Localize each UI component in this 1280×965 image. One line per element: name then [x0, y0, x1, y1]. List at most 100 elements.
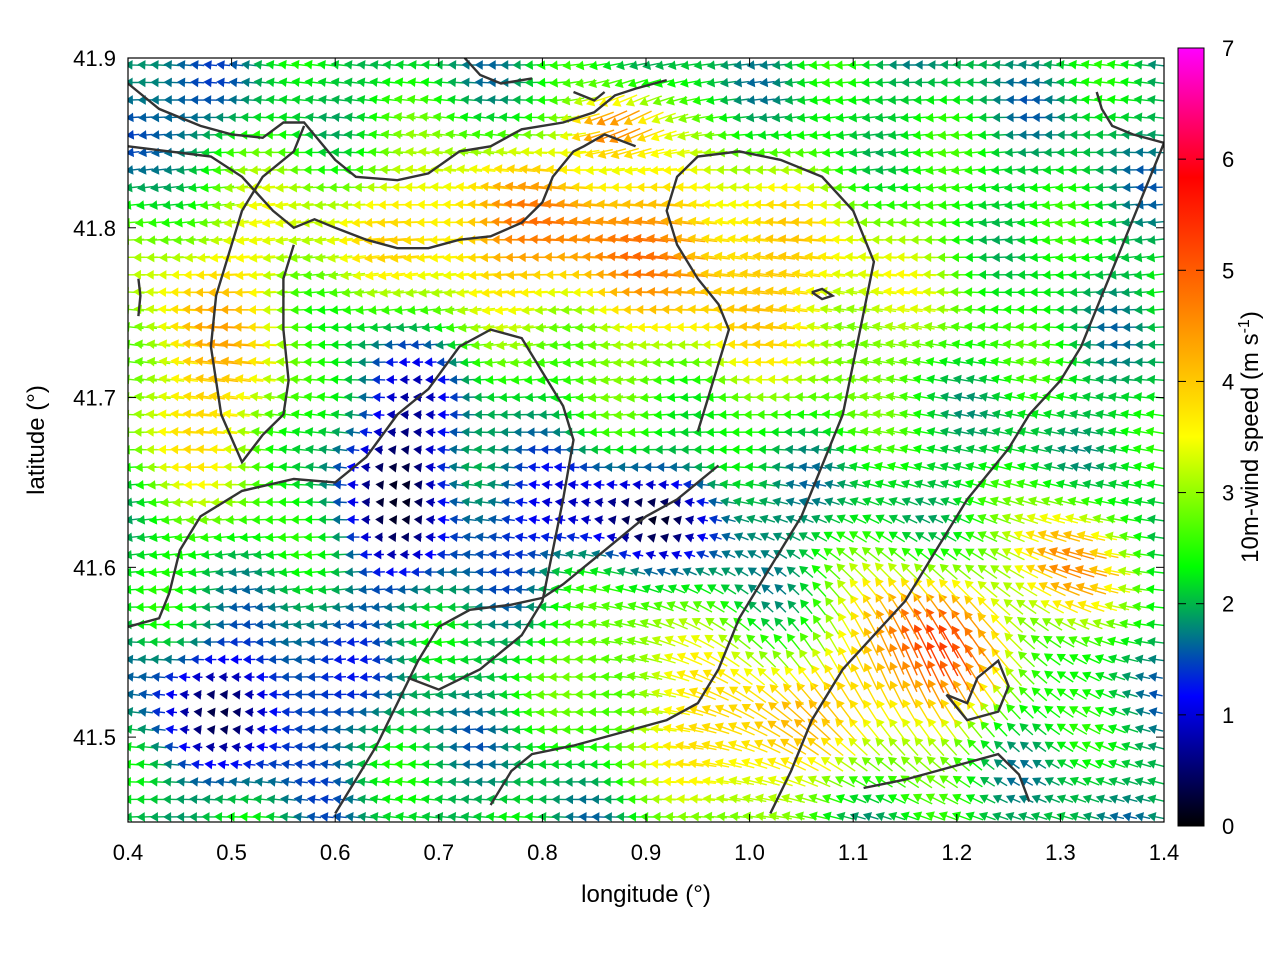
- wind-vector: [501, 532, 515, 543]
- wind-vector: [344, 742, 361, 752]
- wind-vector: [411, 357, 424, 368]
- wind-vector: [784, 666, 803, 688]
- wind-vector: [617, 462, 633, 472]
- wind-vector: [706, 77, 725, 88]
- wind-vector: [318, 602, 336, 612]
- wind-vector: [1147, 654, 1164, 665]
- wind-vector: [706, 479, 724, 490]
- wind-vector: [1069, 723, 1088, 735]
- wind-vector: [326, 235, 353, 246]
- wind-vector: [965, 548, 984, 561]
- wind-vector: [901, 563, 919, 581]
- wind-vector: [236, 200, 263, 211]
- wind-vector: [577, 549, 594, 560]
- wind-vector: [900, 793, 920, 805]
- wind-vector: [320, 672, 334, 682]
- wind-vector: [241, 584, 257, 595]
- wind-vector: [359, 672, 373, 682]
- wind-vector: [150, 95, 167, 105]
- wind-vector: [1109, 812, 1125, 822]
- x-tick-label: 0.7: [424, 840, 455, 865]
- wind-vector: [333, 637, 347, 647]
- wind-vector: [1109, 339, 1125, 350]
- wind-vector: [1134, 147, 1151, 158]
- wind-vector: [1121, 672, 1138, 682]
- wind-vector: [345, 532, 360, 542]
- wind-vector: [566, 532, 580, 543]
- wind-vector: [371, 672, 386, 682]
- wind-vector: [761, 601, 774, 613]
- colorbar-tick-label: 4: [1222, 369, 1234, 394]
- wind-vector: [1030, 427, 1048, 437]
- wind-vector: [357, 339, 375, 350]
- wind-vector: [305, 444, 323, 455]
- wind-vector: [713, 251, 743, 262]
- wind-vector: [158, 356, 185, 367]
- wind-vector: [1135, 182, 1150, 193]
- wind-vector: [1147, 759, 1164, 769]
- wind-vector: [667, 584, 686, 594]
- wind-vector: [1001, 530, 1025, 543]
- wind-vector: [554, 480, 566, 490]
- wind-vector: [306, 619, 322, 630]
- wind-vector: [733, 532, 749, 542]
- wind-vector: [1068, 374, 1088, 385]
- wind-vector: [979, 794, 996, 804]
- wind-vector: [978, 427, 996, 437]
- wind-vector: [591, 812, 607, 822]
- wind-vector: [899, 444, 920, 454]
- wind-vector: [670, 479, 683, 490]
- wind-vector: [1057, 444, 1073, 455]
- wind-vector: [178, 672, 191, 682]
- wind-vector: [164, 672, 178, 682]
- wind-vector: [425, 392, 436, 403]
- wind-vector: [240, 794, 258, 805]
- wind-vector: [242, 637, 256, 647]
- wind-vector: [727, 234, 756, 244]
- wind-vector: [240, 549, 258, 560]
- wind-vector: [746, 634, 763, 650]
- wind-vector: [928, 698, 944, 725]
- wind-vector: [733, 95, 750, 105]
- wind-vector: [636, 148, 665, 159]
- wind-vector: [966, 409, 983, 420]
- wind-vector: [1005, 811, 1022, 822]
- wind-vector: [820, 757, 844, 772]
- y-tick-label: 41.5: [73, 725, 116, 750]
- wind-vector: [447, 776, 465, 787]
- wind-vector: [474, 724, 490, 735]
- wind-vector: [719, 60, 737, 70]
- wind-vector: [319, 759, 334, 770]
- wind-vector: [1082, 794, 1100, 804]
- wind-vector: [821, 718, 844, 741]
- wind-vector: [578, 794, 594, 805]
- wind-vector: [680, 584, 699, 594]
- wind-vector: [306, 654, 321, 665]
- wind-vector: [787, 583, 800, 596]
- wind-vector: [331, 112, 349, 123]
- wind-vector: [991, 392, 1010, 402]
- wind-vector: [1061, 547, 1095, 560]
- wind-vector: [707, 584, 724, 595]
- wind-vector: [360, 532, 372, 542]
- wind-vector: [1096, 812, 1112, 822]
- wind-vector: [1056, 688, 1074, 701]
- wind-vector: [417, 270, 444, 281]
- wind-vector: [1081, 741, 1101, 752]
- wind-vector: [638, 688, 663, 699]
- wind-vector: [799, 632, 814, 651]
- wind-vector: [713, 269, 744, 279]
- wind-vector: [953, 719, 970, 740]
- wind-vector: [425, 462, 436, 473]
- wind-vector: [967, 719, 983, 739]
- wind-vector: [1107, 392, 1126, 402]
- wind-vector: [811, 514, 827, 524]
- wind-vector: [787, 616, 800, 632]
- wind-vector: [1039, 513, 1066, 524]
- wind-vector: [651, 653, 676, 664]
- wind-vector: [862, 812, 879, 822]
- wind-vector: [1148, 689, 1163, 700]
- wind-vector: [714, 234, 743, 244]
- wind-vector: [758, 112, 776, 123]
- wind-vector: [1005, 60, 1022, 70]
